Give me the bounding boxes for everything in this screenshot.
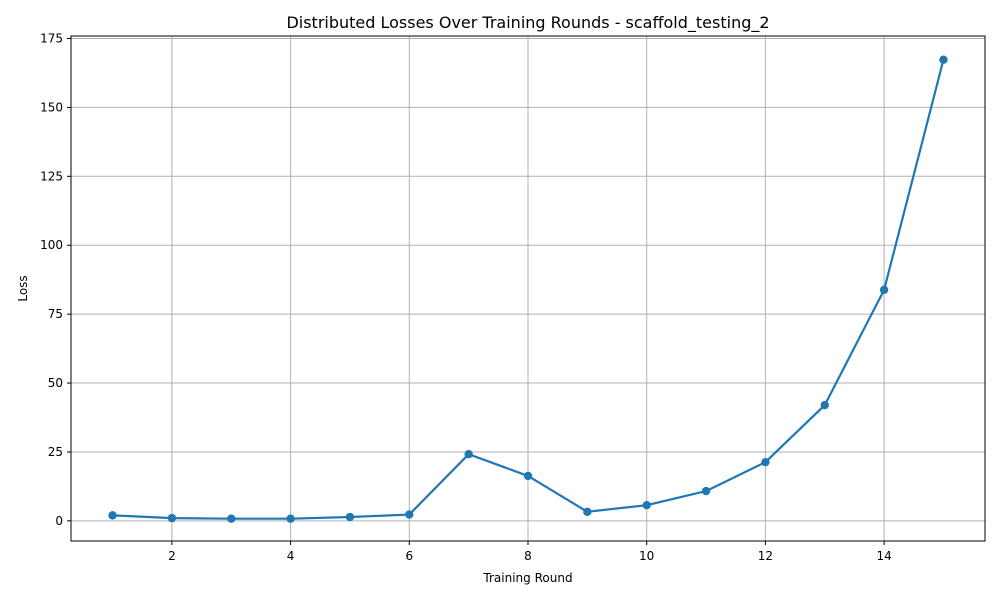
- data-point: [345, 512, 355, 522]
- axis-ticks: 2 4 6 8 10 12 14 0 25 50 75 100 125 150 175: [40, 31, 892, 563]
- y-tick-label: 175: [40, 31, 63, 45]
- x-tick-label: 14: [876, 549, 891, 563]
- x-tick-label: 4: [287, 549, 295, 563]
- x-tick-label: 2: [168, 549, 176, 563]
- data-point: [761, 457, 770, 467]
- data-point: [108, 511, 117, 520]
- y-tick-label: 150: [40, 100, 63, 114]
- y-tick-label: 125: [40, 169, 63, 183]
- grid-lines: [71, 36, 985, 541]
- data-point: [879, 285, 889, 295]
- y-tick-label: 0: [55, 514, 63, 528]
- x-tick-label: 8: [524, 549, 532, 563]
- data-point: [405, 510, 414, 519]
- x-axis-label: Training Round: [482, 571, 572, 585]
- data-point: [523, 471, 533, 481]
- x-tick-label: 10: [639, 549, 654, 563]
- y-tick-label: 50: [48, 376, 63, 390]
- data-point: [583, 507, 592, 516]
- data-point: [464, 449, 473, 459]
- data-point: [642, 500, 651, 510]
- y-tick-label: 100: [40, 238, 63, 252]
- y-tick-label: 25: [48, 445, 63, 459]
- data-point: [939, 55, 948, 64]
- x-tick-label: 12: [758, 549, 773, 563]
- data-point: [820, 400, 829, 410]
- y-axis-label: Loss: [16, 275, 30, 301]
- data-point: [227, 514, 236, 523]
- chart-title: Distributed Losses Over Training Rounds …: [286, 13, 769, 33]
- data-point: [286, 514, 295, 523]
- data-point: [701, 486, 711, 496]
- y-tick-label: 75: [48, 307, 63, 321]
- data-point: [167, 513, 177, 523]
- x-tick-label: 6: [405, 549, 413, 563]
- series-layer: [108, 55, 948, 523]
